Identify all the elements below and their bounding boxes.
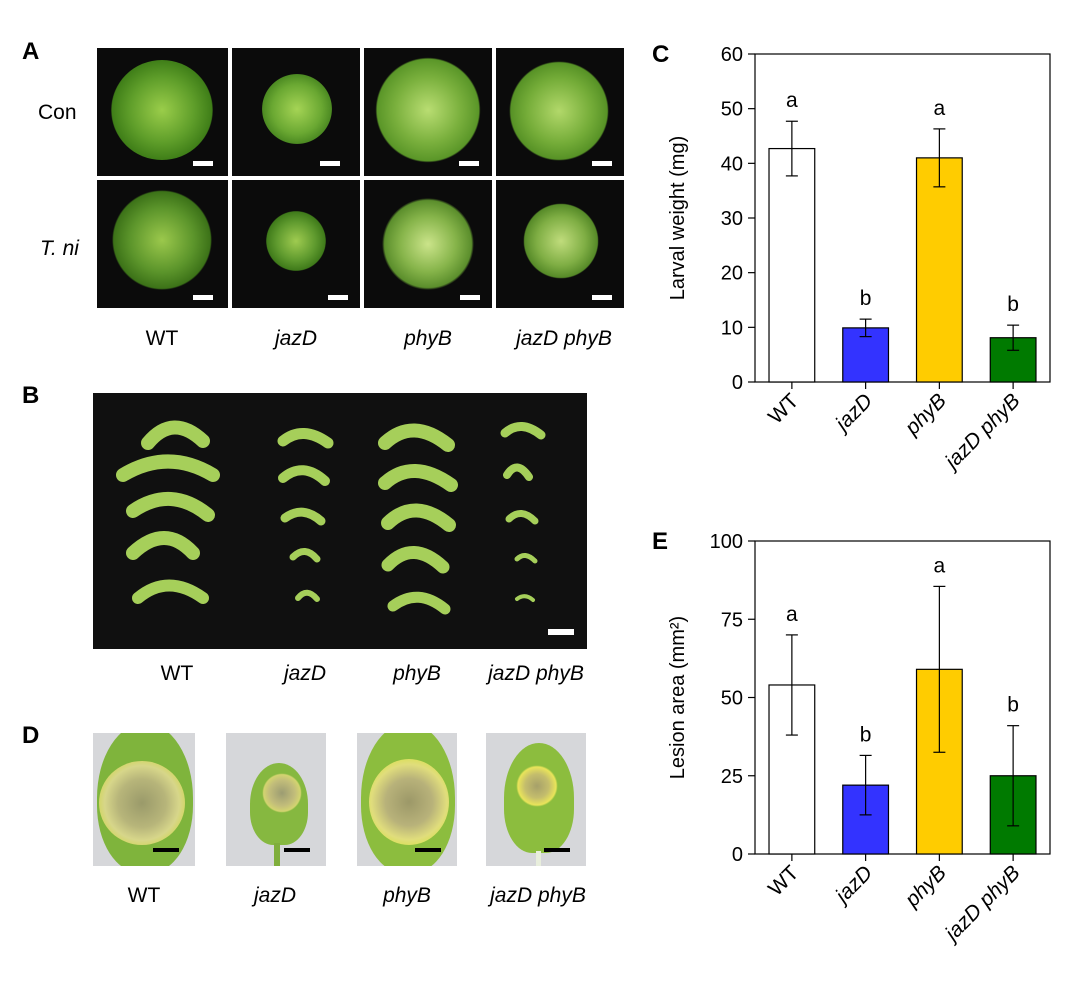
panel-d-label: D [22, 722, 40, 749]
chart-c-ylabel: Larval weight (mg) [667, 136, 689, 301]
panel-b-genotype-wt: WT [160, 662, 194, 685]
row-label-control: Con [38, 101, 77, 124]
chart-c-ytick-label-6: 60 [721, 44, 743, 66]
panel-b-genotype-jazd: jazD [283, 662, 326, 685]
rosette-photo-phyb-tni [364, 180, 492, 308]
leaf-photo-jazdphyb [486, 733, 586, 866]
chart-e-category-label-1: jazD [829, 861, 877, 909]
panel-a-label: A [22, 38, 40, 65]
panel-a-genotype-wt: WT [145, 327, 179, 350]
chart-c-ytick-label-2: 20 [721, 263, 743, 285]
panel-b-label: B [22, 382, 40, 409]
panel-a-genotype-phyb: phyB [404, 327, 452, 350]
larvae-drawing [116, 420, 574, 635]
panel-b-genotype-phyb: phyB [393, 662, 441, 685]
chart-c-category-label-0: WT [764, 389, 803, 428]
chart-c-sig-letter-0: a [786, 89, 798, 112]
chart-e-ytick-label-1: 25 [721, 766, 743, 788]
chart-e-category-label-2: phyB [900, 861, 951, 912]
panel-d-genotype-wt: WT [127, 884, 161, 907]
rosette-photo-jazdphyb-tni [496, 180, 624, 308]
chart-e-ytick-label-4: 100 [710, 531, 743, 553]
chart-e-category-label-3: jazD phyB [939, 861, 1025, 947]
chart-e-category-label-0: WT [764, 861, 803, 900]
chart-c-category-label-2: phyB [900, 389, 951, 440]
chart-e-sig-letter-1: b [860, 723, 872, 746]
chart-c-ytick-label-5: 50 [721, 99, 743, 121]
rosette-photo-wt-tni [97, 180, 228, 308]
chart-c-ytick-label-0: 0 [732, 372, 743, 394]
chart-c-ytick-label-3: 30 [721, 208, 743, 230]
leaf-photo-phyb [357, 733, 457, 866]
chart-c-sig-letter-3: b [1007, 293, 1019, 316]
rosette-photo-jazdphyb-control [496, 48, 624, 176]
panel-a-genotype-jazdphyb: jazD phyB [516, 327, 612, 350]
chart-e-sig-letter-3: b [1007, 694, 1019, 717]
panel-d-genotype-phyb: phyB [383, 884, 431, 907]
leaf-photo-wt [93, 733, 195, 866]
chart-c-sig-letter-1: b [860, 287, 872, 310]
rosette-photo-jazd-control [232, 48, 360, 176]
chart-c-ytick-label-4: 40 [721, 153, 743, 175]
chart-c-larval-weight: C 0 10 20 30 40 50 60 Larval weight (mg) a WT b jazD… [652, 41, 1051, 475]
larvae-photo [93, 393, 587, 649]
chart-e-panel-label: E [652, 528, 668, 555]
rosette-photo-jazd-tni [232, 180, 360, 308]
chart-c-sig-letter-2: a [934, 97, 946, 120]
rosette-photo-wt-control [97, 48, 228, 176]
chart-c-panel-label: C [652, 41, 669, 68]
chart-c-category-label-3: jazD phyB [939, 389, 1025, 475]
panel-b-genotype-jazdphyb: jazD phyB [488, 662, 584, 685]
chart-e-ytick-label-2: 50 [721, 688, 743, 710]
chart-c-bar-2 [915, 157, 963, 383]
leaf-photo-jazd [226, 733, 326, 866]
chart-e-ylabel: Lesion area (mm²) [667, 616, 689, 779]
chart-e-sig-letter-2: a [934, 554, 946, 577]
chart-e-ytick-label-0: 0 [732, 844, 743, 866]
chart-c-bar-0 [768, 147, 816, 383]
chart-e-lesion-area: E 0 25 50 75 100 Lesion area (mm²) a WT b jazD a phy… [652, 528, 1051, 947]
panel-a-genotype-jazd: jazD [274, 327, 317, 350]
chart-e-sig-letter-0: a [786, 603, 798, 626]
chart-e-ytick-label-3: 75 [721, 609, 743, 631]
panel-d-genotype-jazdphyb: jazD phyB [490, 884, 586, 907]
chart-c-category-label-1: jazD [829, 389, 877, 437]
rosette-photo-phyb-control [364, 48, 492, 176]
chart-c-ytick-label-1: 10 [721, 317, 743, 339]
row-label-tni: T. ni [40, 237, 79, 260]
panel-d-genotype-jazd: jazD [253, 884, 296, 907]
